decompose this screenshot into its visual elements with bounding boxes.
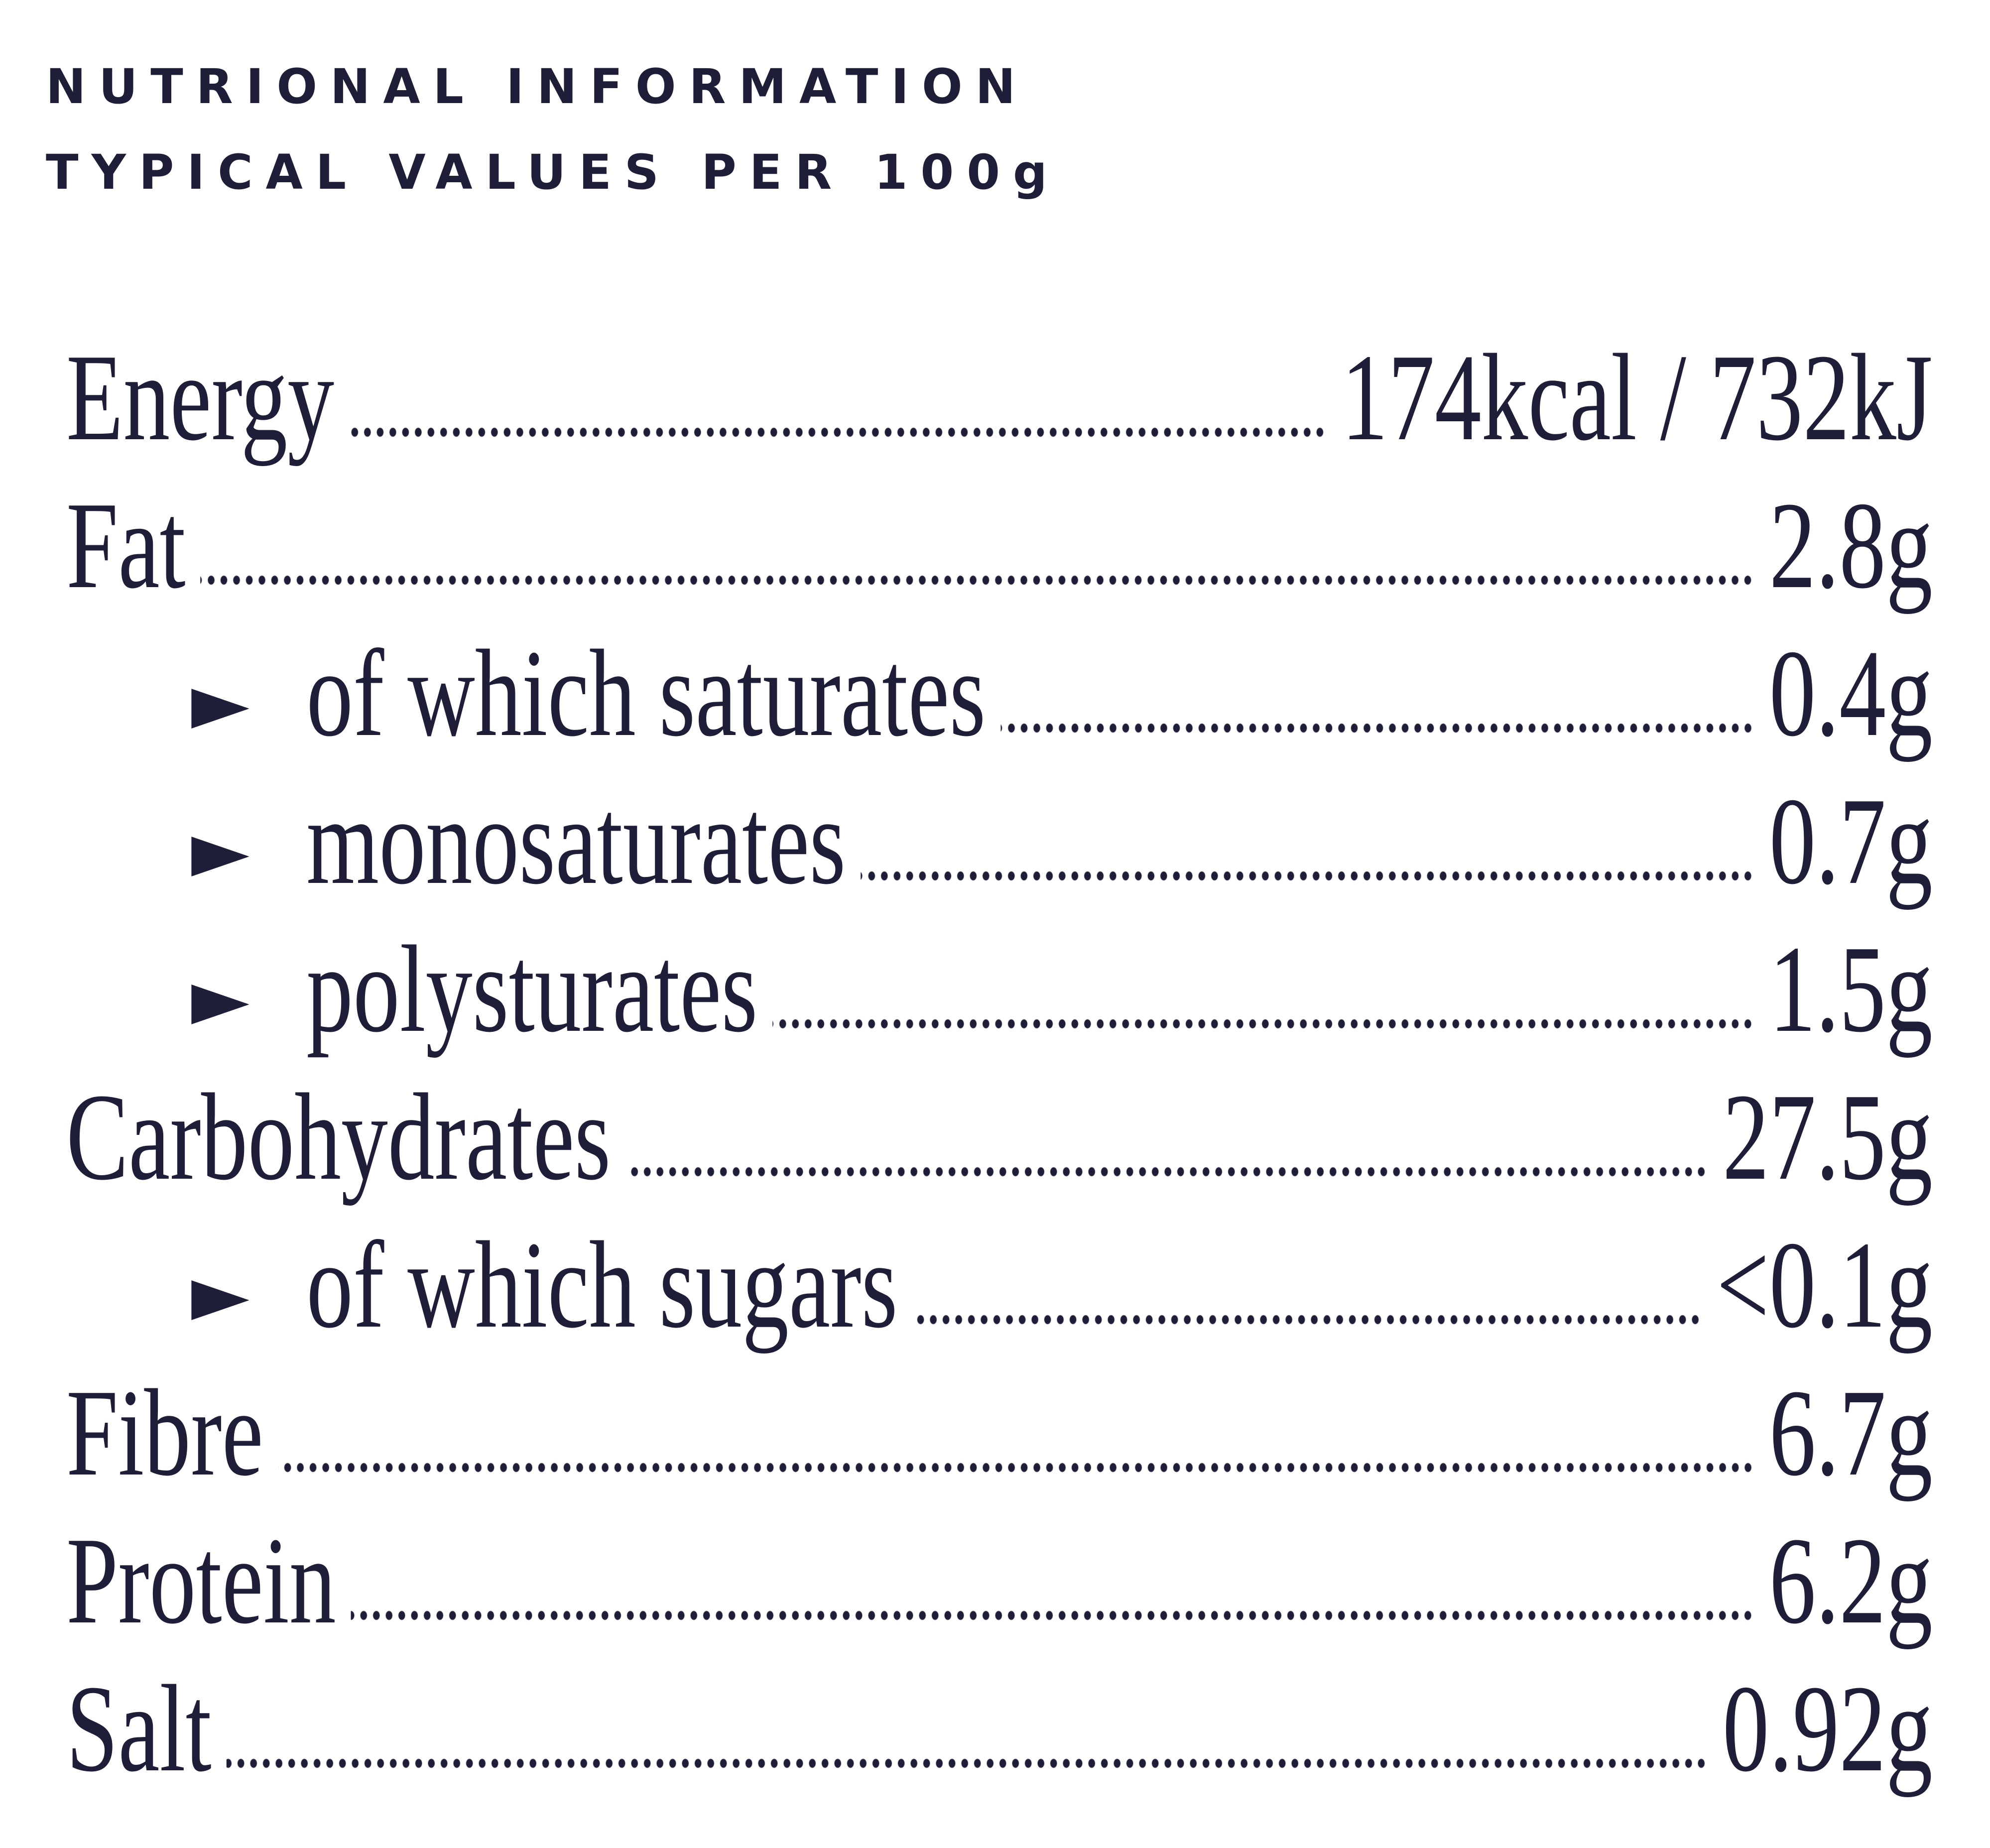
arrow-icon: [191, 689, 249, 729]
nutrient-value: 1.5g: [1769, 920, 1933, 1058]
nutrient-row: of which saturates 0.4g: [66, 619, 1933, 767]
dot-leader: [912, 1313, 1702, 1326]
nutrient-label: monosaturates: [306, 772, 846, 910]
nutrient-value: 0.7g: [1769, 772, 1933, 910]
dot-leader: [351, 1609, 1754, 1622]
nutrient-label: Carbohydrates: [66, 1068, 611, 1206]
nutrient-value: 27.5g: [1722, 1068, 1933, 1206]
nutrient-value: 0.92g: [1722, 1660, 1933, 1798]
nutrient-label: polysturates: [306, 920, 758, 1058]
nutrient-row: Protein 6.2g: [66, 1507, 1933, 1655]
nutrient-row: of which sugars <0.1g: [66, 1211, 1933, 1359]
nutrient-row: Carbohydrates 27.5g: [66, 1063, 1933, 1211]
nutrient-row: monosaturates 0.7g: [66, 767, 1933, 915]
nutrient-value: 6.7g: [1769, 1364, 1933, 1502]
dot-leader: [1000, 722, 1754, 735]
dot-leader: [349, 426, 1327, 439]
nutrient-label: of which sugars: [306, 1216, 898, 1354]
arrow-icon: [191, 985, 249, 1024]
nutrient-value: 174kcal / 732kJ: [1341, 329, 1933, 467]
nutrient-value: 0.4g: [1769, 624, 1933, 762]
nutrient-value: <0.1g: [1716, 1216, 1933, 1354]
title-line: TYPICAL VALUES PER 100g: [46, 144, 1060, 200]
nutrient-label: Fibre: [66, 1364, 263, 1502]
nutrient-row: Fibre 6.7g: [66, 1359, 1933, 1507]
nutrient-row: Fat 2.8g: [66, 472, 1933, 619]
nutrient-value: 6.2g: [1769, 1512, 1933, 1650]
dot-leader: [278, 1461, 1754, 1474]
dot-leader: [625, 1165, 1708, 1178]
dot-leader: [772, 1017, 1754, 1030]
nutrient-row: polysturates 1.5g: [66, 915, 1933, 1063]
title-line: NUTRIONAL INFORMATION: [46, 59, 1028, 115]
nutrient-label: Fat: [66, 477, 186, 615]
dot-leader: [226, 1757, 1708, 1770]
header: NUTRIONAL INFORMATION TYPICAL VALUES PER…: [46, 44, 1060, 215]
arrow-icon: [191, 1280, 249, 1320]
nutrient-label: Protein: [66, 1512, 336, 1650]
arrow-icon: [191, 837, 249, 876]
nutrient-value: 2.8g: [1769, 477, 1933, 615]
nutrient-label: Salt: [66, 1660, 212, 1798]
nutrient-label: Energy: [66, 329, 335, 467]
nutrient-row: Energy 174kcal / 732kJ: [66, 324, 1933, 472]
dot-leader: [861, 869, 1754, 882]
nutrient-row: Salt 0.92g: [66, 1655, 1933, 1803]
dot-leader: [200, 574, 1754, 587]
nutrient-label: of which saturates: [306, 624, 986, 762]
